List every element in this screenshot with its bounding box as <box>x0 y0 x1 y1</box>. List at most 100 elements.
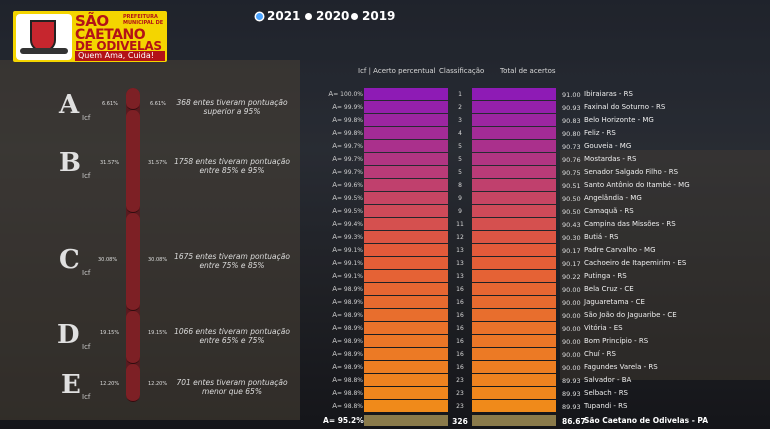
row-pct: = 99.5% <box>337 195 363 202</box>
row-bar-total <box>472 270 556 282</box>
year-option-2020[interactable]: 2020 <box>305 9 349 23</box>
row-bar-percent <box>364 309 448 321</box>
row-score: 90.83 <box>562 117 581 125</box>
row-grade: A <box>332 155 337 163</box>
logo-text-sao: SÃO <box>75 12 109 30</box>
row-city[interactable]: Feliz - RS <box>584 129 616 137</box>
row-city[interactable]: Vitória - ES <box>584 324 623 332</box>
pillar-segment-d <box>126 311 140 364</box>
row-city[interactable]: Butiá - RS <box>584 233 619 241</box>
row-bar-total <box>472 257 556 269</box>
row-city[interactable]: Padre Carvalho - MG <box>584 246 656 254</box>
row-rank: 23 <box>456 390 464 397</box>
row-bar-total <box>472 283 556 295</box>
band-sub-b: Icf <box>82 172 91 180</box>
row-grade-pct: A= 98.9% <box>323 311 363 319</box>
row-city[interactable]: Belo Horizonte - MG <box>584 116 654 124</box>
row-bar-total <box>472 88 556 100</box>
selected-bar-percent <box>364 415 448 426</box>
row-pct: = 99.1% <box>337 260 363 267</box>
city-logo: SÃO PREFEITURA MUNICIPAL DE CAETANO DE O… <box>13 11 167 62</box>
row-city[interactable]: Gouveia - MG <box>584 142 632 150</box>
row-city[interactable]: Fagundes Varela - RS <box>584 363 658 371</box>
band-pct-left-b: 31.57% <box>100 160 120 166</box>
row-pct: = 99.5% <box>337 208 363 215</box>
logo-text-caetano: CAETANO <box>75 27 146 43</box>
row-bar-percent <box>364 166 448 178</box>
coat-of-arms-icon <box>16 14 72 60</box>
row-bar-total <box>472 296 556 308</box>
row-rank: 16 <box>456 299 464 306</box>
row-grade: A <box>332 350 337 358</box>
row-city[interactable]: Mostardas - RS <box>584 155 637 163</box>
band-pct-right-c: 30.08% <box>148 257 168 263</box>
row-city[interactable]: Santo Antônio do Itambé - MG <box>584 181 690 189</box>
header-classificacao: Classificação <box>439 67 485 75</box>
row-city[interactable]: Chuí - RS <box>584 350 616 358</box>
band-letter-d: D <box>57 320 80 350</box>
row-bar-total <box>472 101 556 113</box>
row-grade: A <box>332 389 337 397</box>
row-score: 89.93 <box>562 390 581 398</box>
row-pct: = 98.9% <box>337 299 363 306</box>
row-bar-total <box>472 335 556 347</box>
row-grade-pct: A= 99.8% <box>323 129 363 137</box>
row-grade-pct: A= 98.9% <box>323 350 363 358</box>
row-pct: = 99.8% <box>337 130 363 137</box>
header-total-acertos: Total de acertos <box>500 67 556 75</box>
row-city[interactable]: Cachoeiro de Itapemirim - ES <box>584 259 687 267</box>
row-rank: 4 <box>458 130 462 137</box>
pillar-segment-b <box>126 110 140 213</box>
year-label: 2020 <box>316 9 350 23</box>
row-city[interactable]: Faxinal do Soturno - RS <box>584 103 666 111</box>
row-bar-total <box>472 387 556 399</box>
background-building <box>560 150 770 380</box>
row-city[interactable]: Tupandi - RS <box>584 402 628 410</box>
row-rank: 12 <box>456 234 464 241</box>
row-city[interactable]: Ibiraiaras - RS <box>584 90 633 98</box>
band-pct-right-a: 6.61% <box>150 101 166 107</box>
row-city[interactable]: São João do Jaguaribe - CE <box>584 311 677 319</box>
selected-score: 86.67 <box>562 417 586 426</box>
row-bar-percent <box>364 374 448 386</box>
row-grade-pct: A= 99.6% <box>323 181 363 189</box>
band-letter-e: E <box>61 370 81 400</box>
year-option-2021[interactable]: 2021 <box>256 9 300 23</box>
row-grade-pct: A= 98.8% <box>323 376 363 384</box>
row-grade-pct: A= 99.1% <box>323 272 363 280</box>
row-city[interactable]: Senador Salgado Filho - RS <box>584 168 679 176</box>
year-option-2019[interactable]: 2019 <box>351 9 395 23</box>
row-rank: 1 <box>458 91 462 98</box>
row-city[interactable]: Bela Cruz - CE <box>584 285 634 293</box>
row-city[interactable]: Camaquã - RS <box>584 207 634 215</box>
row-grade-pct: A= 98.8% <box>323 402 363 410</box>
row-bar-percent <box>364 101 448 113</box>
band-letter-a: A <box>59 90 80 120</box>
row-bar-percent <box>364 361 448 373</box>
row-city[interactable]: Campina das Missões - RS <box>584 220 676 228</box>
row-city[interactable]: Putinga - RS <box>584 272 627 280</box>
row-bar-total <box>472 192 556 204</box>
band-pct-right-b: 31.57% <box>148 160 168 166</box>
row-bar-total <box>472 127 556 139</box>
row-grade-pct: A= 99.7% <box>323 142 363 150</box>
row-score: 90.00 <box>562 351 581 359</box>
row-city[interactable]: Selbach - RS <box>584 389 628 397</box>
row-city[interactable]: Salvador - BA <box>584 376 632 384</box>
row-city[interactable]: Bom Princípio - RS <box>584 337 649 345</box>
row-grade-pct: A= 98.9% <box>323 337 363 345</box>
row-bar-total <box>472 309 556 321</box>
band-text-d: 1066 entes tiveram pontuação entre 65% e… <box>174 327 290 345</box>
selected-city[interactable]: São Caetano de Odivelas - PA <box>584 416 709 425</box>
row-grade-pct: A= 99.5% <box>323 207 363 215</box>
row-grade: A <box>332 298 337 306</box>
row-bar-total <box>472 218 556 230</box>
row-score: 91.00 <box>562 91 581 99</box>
row-pct: = 98.8% <box>337 403 363 410</box>
year-label: 2019 <box>362 9 396 23</box>
band-pillar <box>126 88 140 402</box>
row-city[interactable]: Jaguaretama - CE <box>584 298 645 306</box>
row-rank: 5 <box>458 156 462 163</box>
row-score: 90.00 <box>562 286 581 294</box>
row-city[interactable]: Angelândia - MG <box>584 194 642 202</box>
